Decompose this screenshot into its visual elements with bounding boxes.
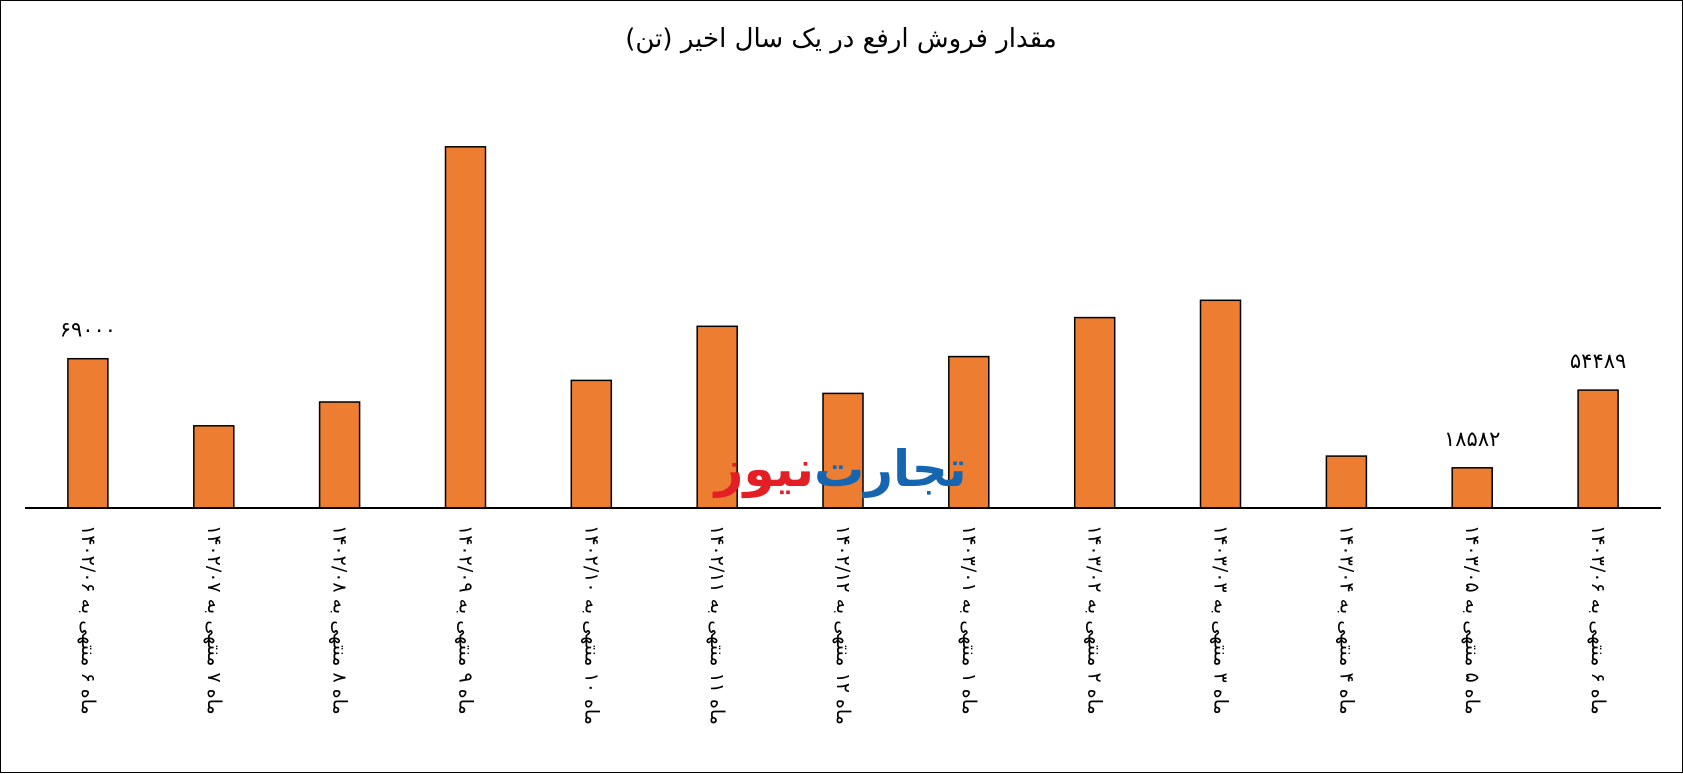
x-tick-label-2: ماه ۷ منتهی به ۱۴۰۲/۰۷	[203, 525, 225, 715]
x-tick-label-6: ماه ۱۱ منتهی به ۱۴۰۲/۱۱	[706, 525, 728, 725]
bar-13	[1577, 389, 1619, 509]
watermark-red-text: نیوز	[712, 440, 814, 499]
bar-2	[193, 425, 235, 509]
bar-12	[1451, 467, 1493, 509]
data-label-12: ۱۸۵۸۲	[1444, 427, 1500, 451]
data-label-1: ۶۹۰۰۰	[60, 318, 116, 342]
bar-6	[696, 325, 738, 509]
x-tick-label-7: ماه ۱۲ منتهی به ۱۴۰۲/۱۲	[832, 525, 854, 725]
chart-title: مقدار فروش ارفع در یک سال اخیر (تن)	[625, 24, 1057, 54]
data-label-13: ۵۴۴۸۹	[1570, 349, 1626, 373]
bar-3	[318, 401, 361, 509]
x-tick-label-5: ماه ۱۰ منتهی به ۱۴۰۲/۱۰	[580, 525, 602, 725]
x-tick-label-13: ماه ۶ منتهی به ۱۴۰۳/۰۶	[1587, 525, 1609, 715]
x-tick-label-11: ماه ۴ منتهی به ۱۴۰۳/۰۴	[1335, 525, 1357, 715]
x-tick-label-3: ماه ۸ منتهی به ۱۴۰۲/۰۸	[329, 525, 351, 715]
x-tick-labels: ماه ۶ منتهی به ۱۴۰۲/۰۶ ماه ۷ منتهی به ۱۴۰…	[77, 525, 1609, 725]
x-tick-label-4: ماه ۹ منتهی به ۱۴۰۲/۰۹	[455, 525, 477, 715]
x-tick-label-9: ماه ۲ منتهی به ۱۴۰۳/۰۲	[1084, 525, 1106, 715]
bar-4	[444, 146, 487, 509]
watermark-logo: نیوز تجارت	[712, 440, 967, 499]
bar-8	[948, 355, 990, 509]
bar-5	[570, 379, 613, 509]
x-tick-label-1: ماه ۶ منتهی به ۱۴۰۲/۰۶	[77, 525, 99, 715]
x-tick-label-12: ماه ۵ منتهی به ۱۴۰۳/۰۵	[1461, 525, 1483, 715]
data-labels: ۶۹۰۰۰ ۱۸۵۸۲ ۵۴۴۸۹	[60, 318, 1627, 451]
x-tick-label-8: ماه ۱ منتهی به ۱۴۰۳/۰۱	[958, 525, 980, 715]
bar-10	[1199, 299, 1242, 509]
watermark-blue-text: تجارت	[814, 440, 967, 498]
bars-layer	[67, 146, 1619, 509]
bar-11	[1325, 455, 1368, 509]
bar-1	[67, 357, 109, 509]
x-tick-label-10: ماه ۳ منتهی به ۱۴۰۳/۰۳	[1210, 525, 1232, 715]
bar-9	[1073, 316, 1116, 509]
